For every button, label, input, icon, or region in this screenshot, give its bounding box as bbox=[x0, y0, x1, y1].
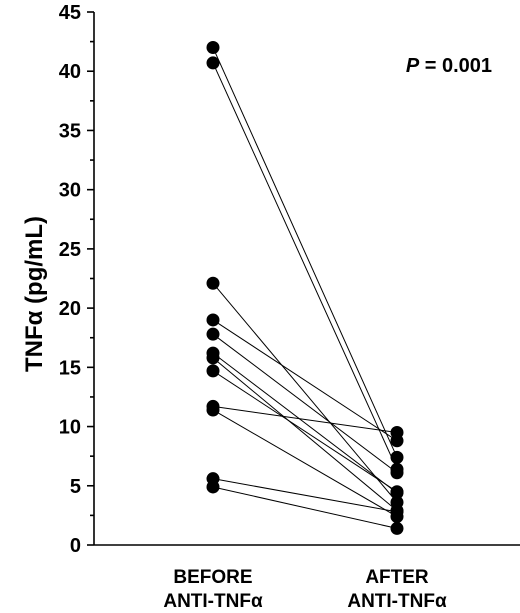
point-after bbox=[390, 485, 404, 499]
data-points bbox=[206, 41, 404, 535]
p-value-annotation: P = 0.001 bbox=[406, 55, 492, 77]
point-after bbox=[390, 425, 404, 439]
point-after bbox=[390, 505, 404, 519]
pair-line bbox=[212, 405, 398, 433]
point-after bbox=[390, 466, 404, 480]
x-category-label: ANTI-TNFα bbox=[163, 591, 263, 612]
p-label: P bbox=[406, 55, 420, 77]
point-before bbox=[206, 327, 220, 341]
point-after bbox=[390, 450, 404, 464]
point-before bbox=[206, 364, 220, 378]
point-before bbox=[206, 351, 220, 365]
y-axis-label: TNFα (pg/mL) bbox=[21, 216, 48, 372]
y-tick-label: 45 bbox=[59, 2, 81, 24]
y-tick-label: 15 bbox=[59, 357, 81, 379]
axes: 0 5 10 15 20 25 30 35 40 45 BEFORE ANTI-TNFα AFTER AN… bbox=[59, 2, 520, 612]
point-before bbox=[206, 276, 220, 290]
x-category-label: BEFORE bbox=[173, 567, 252, 588]
pair-line bbox=[212, 357, 398, 512]
point-before bbox=[206, 480, 220, 494]
pair-line bbox=[212, 409, 398, 518]
pair-line bbox=[212, 47, 398, 458]
y-tick-label: 35 bbox=[59, 120, 81, 142]
pair-lines bbox=[212, 47, 398, 529]
pair-line bbox=[212, 319, 398, 442]
labels: TNFα (pg/mL) P = 0.001 bbox=[21, 55, 492, 372]
x-category-label: AFTER bbox=[365, 567, 429, 588]
y-tick-label: 5 bbox=[70, 476, 81, 498]
point-before bbox=[206, 403, 220, 417]
y-tick-label: 25 bbox=[59, 239, 81, 261]
point-before bbox=[206, 41, 220, 55]
y-tick-label: 40 bbox=[59, 61, 81, 83]
pair-line bbox=[212, 282, 398, 503]
point-after bbox=[390, 521, 404, 535]
point-before bbox=[206, 313, 220, 327]
y-tick-label: 20 bbox=[59, 298, 81, 320]
pair-line bbox=[212, 478, 398, 513]
point-before bbox=[206, 56, 220, 70]
pair-line bbox=[212, 333, 398, 474]
x-category-label: ANTI-TNFα bbox=[347, 591, 447, 612]
pair-line bbox=[212, 486, 398, 529]
y-tick-label: 0 bbox=[70, 535, 81, 557]
pair-line bbox=[212, 62, 398, 470]
pair-line bbox=[212, 352, 398, 494]
pair-line bbox=[212, 370, 398, 493]
y-tick-label: 30 bbox=[59, 180, 81, 202]
y-tick-label: 10 bbox=[59, 417, 81, 439]
p-value: = 0.001 bbox=[419, 55, 492, 77]
